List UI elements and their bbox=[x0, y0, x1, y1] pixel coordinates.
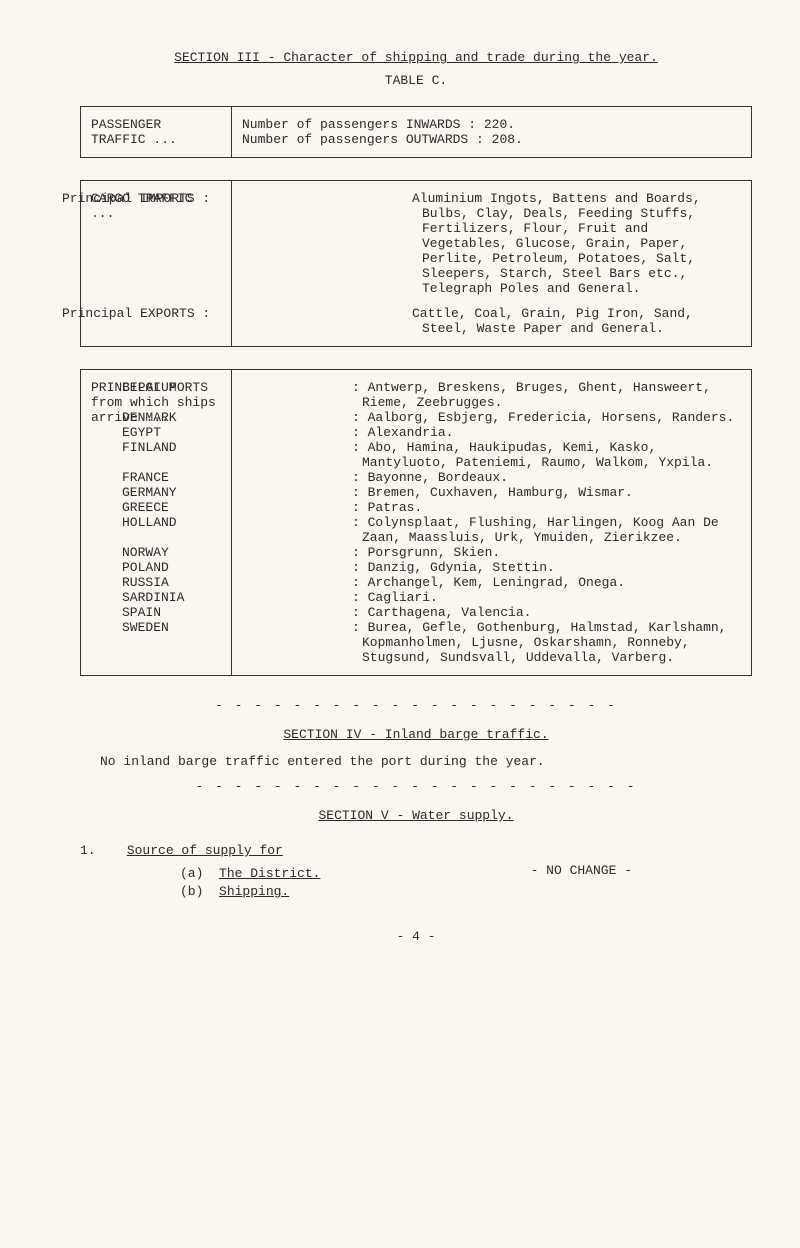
ports-country: BELGIUM bbox=[242, 380, 352, 395]
passenger-right: Number of passengers INWARDS : 220. Numb… bbox=[232, 107, 752, 158]
ports-text: Porsgrunn, Skien. bbox=[368, 545, 501, 560]
supply-block: 1. Source of supply for (a) The District… bbox=[80, 843, 752, 899]
ports-colon: : bbox=[352, 575, 368, 590]
ports-country: EGYPT bbox=[242, 425, 352, 440]
ports-country: SARDINIA bbox=[242, 590, 352, 605]
page: SECTION III - Character of shipping and … bbox=[0, 0, 800, 974]
ports-colon: : bbox=[352, 410, 368, 425]
ports-colon: : bbox=[352, 380, 368, 395]
ports-row: FRANCE: Bayonne, Bordeaux. bbox=[242, 470, 741, 485]
divider-1: - - - - - - - - - - - - - - - - - - - - … bbox=[80, 698, 752, 713]
ports-colon: : bbox=[352, 620, 368, 635]
ports-country: GREECE bbox=[242, 500, 352, 515]
section-title-text: SECTION III - Character of shipping and … bbox=[174, 50, 658, 65]
supply-heading: Source of supply for bbox=[127, 843, 283, 858]
ports-text: Burea, Gefle, Gothenburg, Halmstad, Karl… bbox=[362, 620, 726, 665]
imports-row: Principal IMPORTS :Aluminium Ingots, Bat… bbox=[242, 191, 741, 296]
ports-text: Patras. bbox=[368, 500, 423, 515]
ports-colon: : bbox=[352, 485, 368, 500]
ports-text: Aalborg, Esbjerg, Fredericia, Horsens, R… bbox=[368, 410, 735, 425]
section-v-title: SECTION V - Water supply. bbox=[80, 808, 752, 823]
passenger-row-1: Number of passengers OUTWARDS : 208. bbox=[242, 132, 741, 147]
ports-colon: : bbox=[352, 425, 368, 440]
exports-label: Principal EXPORTS : bbox=[242, 306, 412, 321]
ports-row: SARDINIA: Cagliari. bbox=[242, 590, 741, 605]
ports-country: FINLAND bbox=[242, 440, 352, 455]
supply-heading-row: 1. Source of supply for bbox=[80, 843, 752, 858]
section-iv-para: No inland barge traffic entered the port… bbox=[100, 754, 722, 769]
ports-row: SPAIN: Carthagena, Valencia. bbox=[242, 605, 741, 620]
passenger-row-0: Number of passengers INWARDS : 220. bbox=[242, 117, 741, 132]
imports-text: Aluminium Ingots, Battens and Boards, Bu… bbox=[412, 191, 701, 296]
ports-colon: : bbox=[352, 470, 368, 485]
ports-row: POLAND: Danzig, Gdynia, Stettin. bbox=[242, 560, 741, 575]
ports-country: HOLLAND bbox=[242, 515, 352, 530]
cargo-right: Principal IMPORTS :Aluminium Ingots, Bat… bbox=[232, 181, 752, 347]
ports-country: POLAND bbox=[242, 560, 352, 575]
ports-country: SWEDEN bbox=[242, 620, 352, 635]
supply-num: 1. bbox=[80, 843, 96, 858]
ports-row: RUSSIA: Archangel, Kem, Leningrad, Onega… bbox=[242, 575, 741, 590]
ports-text: Archangel, Kem, Leningrad, Onega. bbox=[368, 575, 625, 590]
ports-row: HOLLAND: Colynsplaat, Flushing, Harlinge… bbox=[242, 515, 741, 545]
ports-country: RUSSIA bbox=[242, 575, 352, 590]
ports-country: NORWAY bbox=[242, 545, 352, 560]
passenger-table: PASSENGER TRAFFIC ... Number of passenge… bbox=[80, 106, 752, 158]
ports-text: Alexandria. bbox=[368, 425, 454, 440]
section-iv-title: SECTION IV - Inland barge traffic. bbox=[80, 727, 752, 742]
ports-colon: : bbox=[352, 500, 368, 515]
ports-row: GREECE: Patras. bbox=[242, 500, 741, 515]
ports-text: Antwerp, Breskens, Bruges, Ghent, Hanswe… bbox=[362, 380, 711, 410]
ports-table: PRINCIPAL PORTS from which ships arrive … bbox=[80, 369, 752, 676]
cargo-table: CARGO TRAFFIC ... Principal IMPORTS :Alu… bbox=[80, 180, 752, 347]
supply-b-label: (b) bbox=[180, 884, 203, 899]
ports-colon: : bbox=[352, 515, 368, 530]
ports-row: GERMANY: Bremen, Cuxhaven, Hamburg, Wism… bbox=[242, 485, 741, 500]
ports-text: Abo, Hamina, Haukipudas, Kemi, Kasko, Ma… bbox=[362, 440, 713, 470]
ports-row: DENMARK: Aalborg, Esbjerg, Fredericia, H… bbox=[242, 410, 741, 425]
ports-text: Colynsplaat, Flushing, Harlingen, Koog A… bbox=[362, 515, 719, 545]
supply-a-label: (a) bbox=[180, 866, 203, 881]
ports-country: DENMARK bbox=[242, 410, 352, 425]
section-v-title-text: SECTION V - Water supply. bbox=[318, 808, 513, 823]
ports-colon: : bbox=[352, 440, 368, 455]
ports-text: Carthagena, Valencia. bbox=[368, 605, 532, 620]
ports-text: Bremen, Cuxhaven, Hamburg, Wismar. bbox=[368, 485, 633, 500]
ports-right: BELGIUM: Antwerp, Breskens, Bruges, Ghen… bbox=[232, 370, 752, 676]
imports-label: Principal IMPORTS : bbox=[242, 191, 412, 206]
ports-text: Danzig, Gdynia, Stettin. bbox=[368, 560, 555, 575]
page-number: - 4 - bbox=[80, 929, 752, 944]
ports-row: BELGIUM: Antwerp, Breskens, Bruges, Ghen… bbox=[242, 380, 741, 410]
divider-2: - - - - - - - - - - - - - - - - - - - - … bbox=[80, 779, 752, 794]
ports-colon: : bbox=[352, 590, 368, 605]
ports-row: EGYPT: Alexandria. bbox=[242, 425, 741, 440]
ports-text: Bayonne, Bordeaux. bbox=[368, 470, 508, 485]
ports-colon: : bbox=[352, 560, 368, 575]
spacer bbox=[242, 296, 741, 306]
supply-b-row: (b) Shipping. bbox=[180, 884, 752, 899]
table-label: TABLE C. bbox=[80, 73, 752, 88]
ports-text: Cagliari. bbox=[368, 590, 438, 605]
exports-row: Principal EXPORTS :Cattle, Coal, Grain, … bbox=[242, 306, 741, 336]
section-title: SECTION III - Character of shipping and … bbox=[80, 50, 752, 65]
ports-row: NORWAY: Porsgrunn, Skien. bbox=[242, 545, 741, 560]
ports-colon: : bbox=[352, 605, 368, 620]
ports-country: SPAIN bbox=[242, 605, 352, 620]
supply-a-text: The District. bbox=[219, 866, 320, 881]
ports-row: SWEDEN: Burea, Gefle, Gothenburg, Halmst… bbox=[242, 620, 741, 665]
ports-row: FINLAND: Abo, Hamina, Haukipudas, Kemi, … bbox=[242, 440, 741, 470]
exports-text: Cattle, Coal, Grain, Pig Iron, Sand, Ste… bbox=[412, 306, 693, 336]
supply-b-text: Shipping. bbox=[219, 884, 289, 899]
passenger-left: PASSENGER TRAFFIC ... bbox=[81, 107, 232, 158]
ports-country: FRANCE bbox=[242, 470, 352, 485]
section-iv-title-text: SECTION IV - Inland barge traffic. bbox=[283, 727, 548, 742]
ports-country: GERMANY bbox=[242, 485, 352, 500]
ports-colon: : bbox=[352, 545, 368, 560]
